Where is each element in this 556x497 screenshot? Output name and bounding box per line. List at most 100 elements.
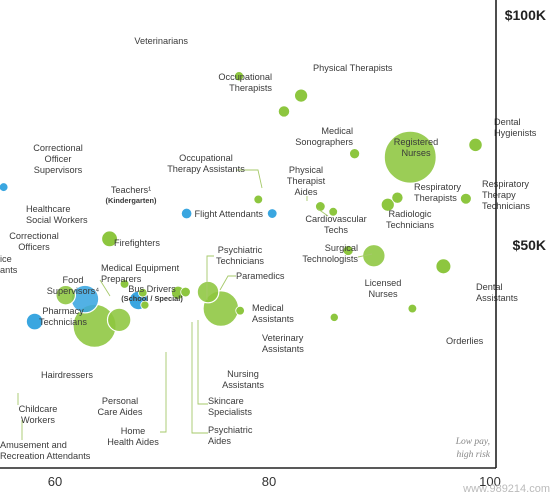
label-physical-therapist-aides-line-3: Aides [295,187,318,197]
label-childcare-workers-line-2: Workers [21,415,55,425]
label-veterinary-assistants-line-1: Veterinary [262,333,304,343]
leader-home-health-aides [160,352,167,433]
label-paramedics-line-1: Paramedics [236,271,285,281]
label-licensed-nurses-line-1: Licensed [365,278,402,288]
label-registered-nurses-line-2: Nurses [401,148,431,158]
label-respiratory-therapy-technicians-line-1: Respiratory [482,179,529,189]
bubble-medical-sonographers [349,148,361,160]
bubble-psychiatric-aides [140,300,150,310]
label-dental-assistants-line-2: Assistants [476,293,518,303]
label-amusement-and-recreation-attendants-line-2: Recreation Attendants [0,451,91,461]
label-psychiatric-technicians-line-2: Technicians [216,256,264,266]
x-tick-80: 80 [262,474,276,489]
label-correctional-officer-supervisors-line-3: Supervisors [34,165,83,175]
bubble-dental-assistants [435,258,452,275]
leader-cardiovascular-techs [317,208,329,217]
bubble-veterinary-assistants [235,305,245,316]
label-occupational-therapists-line-2: Therapists [229,83,272,93]
label-occupational-therapy-assistants-line-1: Occupational [179,153,233,163]
leader-medical-equipment-preparers [99,279,111,297]
label-personal-care-aides-line-1: Personal [102,396,138,406]
leader-paramedics [219,275,236,291]
chart-note-line-2: high risk [456,450,490,460]
label-surgical-technologists-line-2: Technologists [302,254,358,264]
bubble-respiratory-therapists [391,191,404,204]
label-food-supervisors-line-2: Supervisors⁴ [47,286,100,296]
label-physical-therapist-aides-line-1: Physical [289,165,323,175]
bubble-occupational-therapists [277,105,291,118]
bubble-teachers-kindergarten [180,207,193,220]
bubble-pharmacy-technicians [55,284,77,306]
bubble-flight-attendants [266,208,278,219]
label-correctional-officers-line-1: Correctional [9,231,59,241]
watermark: www.989214.com [462,483,550,495]
label-occupational-therapists-line-1: Occupational [218,72,272,82]
bubble-orderlies [407,303,418,314]
label-physical-therapist-aides-line-2: Therapist [287,176,326,186]
label-home-health-aides-line-2: Health Aides [107,437,159,447]
label-radiologic-technicians-line-2: Technicians [386,220,434,230]
label-respiratory-therapists-line-2: Therapists [414,193,457,203]
label-healthcare-social-workers-line-2: Social Workers [26,215,88,225]
label-medical-assistants-line-1: Medical [252,303,284,313]
label-medical-sonographers-line-1: Medical [321,126,353,136]
label-correctional-officer-supervisors-line-1: Correctional [33,143,83,153]
label-personal-care-aides-line-2: Care Aides [98,407,143,417]
bubble-physical-therapist-aides [329,312,339,322]
y-tick-2: $50K [513,237,546,253]
label-ice-ants-line-2: ants [0,265,18,275]
ticks-layer: $100K $50K 60 80 100 [48,7,546,489]
label-dental-hygienists-line-2: Hygienists [494,128,537,138]
bubble-physical-therapists [294,88,309,103]
bubble-home-health-aides [106,307,132,333]
label-firefighters-line-1: Firefighters [114,238,160,248]
bubble-cardiovascular-techs [328,206,338,217]
bubble-hairdressers [26,312,44,331]
leader-occupational-therapy-assistants [236,169,263,189]
label-flight-attendants-line-1: Flight Attendants [195,209,264,219]
bubble-licensed-nurses [361,243,386,268]
bubble-correctional-officer-supervisors [0,182,9,192]
label-respiratory-therapy-technicians-line-3: Technicians [482,201,530,211]
label-psychiatric-technicians-line-1: Psychiatric [218,245,263,255]
bubble-dental-hygienists [468,137,483,152]
label-food-supervisors-line-1: Food [63,275,84,285]
x-tick-100: 100 [479,474,501,489]
label-licensed-nurses-line-2: Nurses [368,289,398,299]
label-surgical-technologists-line-1: Surgical [325,243,358,253]
label-medical-equipment-preparers-line-1: Medical Equipment [101,263,180,273]
label-physical-therapists-line-1: Physical Therapists [313,63,393,73]
bubble-veterinarians [234,71,245,82]
label-childcare-workers-line-1: Childcare [19,404,58,414]
label-bus-drivers-school-special-line-1: Bus Drivers [128,284,176,294]
label-medical-equipment-preparers-line-2: Preparers [101,274,142,284]
label-cardiovascular-techs-line-1: Cardiovascular [305,214,366,224]
label-dental-hygienists-line-1: Dental [494,117,521,127]
label-amusement-and-recreation-attendants-line-1: Amusement and [0,440,67,450]
bubble-medical-assistants [196,280,220,304]
label-dental-assistants-line-1: Dental [476,282,503,292]
label-bus-drivers-school-special-line-2: (School / Special) [121,294,183,303]
label-teachers-kindergarten-line-2: (Kindergarten) [106,196,157,205]
label-cardiovascular-techs-line-2: Techs [324,225,348,235]
bubble-surgical-technologists [342,245,354,256]
label-medical-sonographers-line-2: Sonographers [295,137,353,147]
label-psychiatric-aides-line-2: Aides [208,436,231,446]
bubble-occupational-therapy-assistants [253,194,264,205]
label-pharmacy-technicians-line-1: Pharmacy [42,306,84,316]
label-nursing-assistants-line-2: Assistants [222,380,264,390]
bubble-medical-equipment-preparers [119,279,130,289]
bubble-registered-nurses [383,130,437,184]
bubble-physical-therapist-assistants [315,201,326,212]
y-tick-1: $100K [505,7,546,23]
label-respiratory-therapists-line-1: Respiratory [414,182,461,192]
leader-psychiatric-aides [191,322,208,434]
leader-skincare-specialists [197,320,208,405]
bubble-paramedics [180,286,191,298]
label-radiologic-technicians-line-1: Radiologic [389,209,432,219]
label-correctional-officer-supervisors-line-2: Officer [45,154,72,164]
label-healthcare-social-workers-line-1: Healthcare [26,204,70,214]
bubble-respiratory-therapy-technicians [460,192,472,205]
bubble-skincare-specialists [137,287,148,298]
